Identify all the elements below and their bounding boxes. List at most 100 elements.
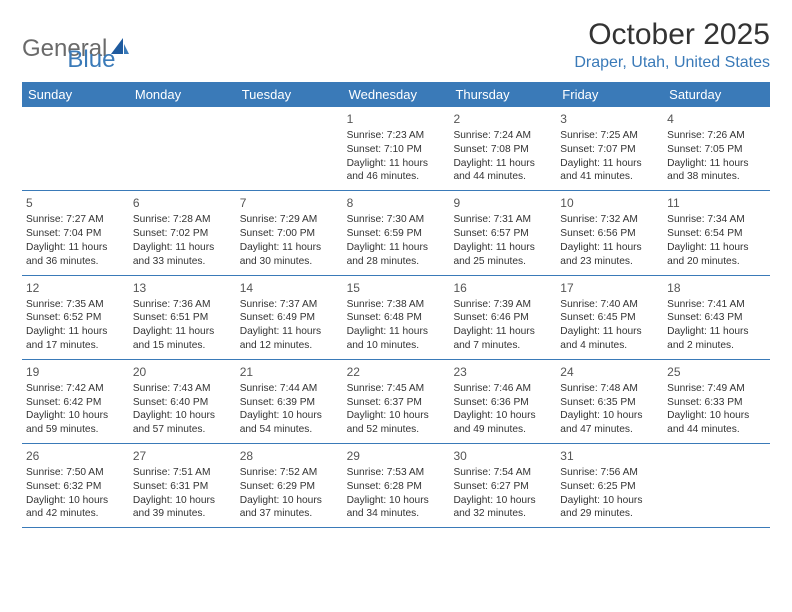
- sunrise-text: Sunrise: 7:41 AM: [667, 298, 766, 312]
- calendar-day-cell: 12Sunrise: 7:35 AMSunset: 6:52 PMDayligh…: [22, 276, 129, 359]
- calendar-day-cell: 16Sunrise: 7:39 AMSunset: 6:46 PMDayligh…: [449, 276, 556, 359]
- sunrise-text: Sunrise: 7:53 AM: [347, 466, 446, 480]
- daylight-text: Daylight: 10 hours and 42 minutes.: [26, 494, 125, 522]
- calendar-empty-cell: [129, 107, 236, 190]
- calendar-day-cell: 18Sunrise: 7:41 AMSunset: 6:43 PMDayligh…: [663, 276, 770, 359]
- sunset-text: Sunset: 7:00 PM: [240, 227, 339, 241]
- sunset-text: Sunset: 6:45 PM: [560, 311, 659, 325]
- sunset-text: Sunset: 6:29 PM: [240, 480, 339, 494]
- day-number: 3: [560, 111, 659, 127]
- logo-text-blue: Blue: [67, 46, 115, 74]
- day-number: 5: [26, 195, 125, 211]
- calendar-week-row: 12Sunrise: 7:35 AMSunset: 6:52 PMDayligh…: [22, 276, 770, 360]
- calendar-day-cell: 11Sunrise: 7:34 AMSunset: 6:54 PMDayligh…: [663, 191, 770, 274]
- month-title: October 2025: [574, 18, 770, 52]
- day-number: 26: [26, 448, 125, 464]
- calendar-day-cell: 13Sunrise: 7:36 AMSunset: 6:51 PMDayligh…: [129, 276, 236, 359]
- sunset-text: Sunset: 7:05 PM: [667, 143, 766, 157]
- sunset-text: Sunset: 6:31 PM: [133, 480, 232, 494]
- day-number: 13: [133, 280, 232, 296]
- sunrise-text: Sunrise: 7:49 AM: [667, 382, 766, 396]
- daylight-text: Daylight: 11 hours and 36 minutes.: [26, 241, 125, 269]
- calendar-week-row: 19 Sunrise: 7:42 AMSunset: 6:42 PM Dayligh…: [22, 360, 770, 444]
- daylight-text: Daylight: 10 hours and 29 minutes.: [560, 494, 659, 522]
- sunrise-text: Sunrise: 7:34 AM: [667, 213, 766, 227]
- daylight-text: Daylight: 11 hours and 44 minutes.: [453, 157, 552, 185]
- sunrise-text: Sunrise: 7:37 AM: [240, 298, 339, 312]
- sunset-text: Sunset: 6:39 PM: [240, 396, 339, 410]
- daylight-text: Daylight: 11 hours and 33 minutes.: [133, 241, 232, 269]
- day-number: 4: [667, 111, 766, 127]
- calendar-day-cell: 24Sunrise: 7:48 AMSunset: 6:35 PMDayligh…: [556, 360, 663, 443]
- title-block: October 2025 Draper, Utah, United States: [574, 18, 770, 72]
- sunrise-text: Sunrise: 7:56 AM: [560, 466, 659, 480]
- daylight-text: Daylight: 11 hours and 23 minutes.: [560, 241, 659, 269]
- sunrise-text: Sunrise: 7:51 AM: [133, 466, 232, 480]
- calendar-day-cell: 23Sunrise: 7:46 AMSunset: 6:36 PMDayligh…: [449, 360, 556, 443]
- daylight-text: Daylight: 11 hours and 7 minutes.: [453, 325, 552, 353]
- sunrise-text: Sunrise: 7:36 AM: [133, 298, 232, 312]
- calendar: SundayMondayTuesdayWednesdayThursdayFrid…: [22, 82, 770, 528]
- daylight-text: Daylight: 11 hours and 41 minutes.: [560, 157, 659, 185]
- daylight-text: Daylight: 11 hours and 38 minutes.: [667, 157, 766, 185]
- daylight-text: Daylight: 10 hours and 37 minutes.: [240, 494, 339, 522]
- daylight-text: Daylight: 11 hours and 10 minutes.: [347, 325, 446, 353]
- day-number: 11: [667, 195, 766, 211]
- day-number: 15: [347, 280, 446, 296]
- day-number: 6: [133, 195, 232, 211]
- day-number: 2: [453, 111, 552, 127]
- calendar-week-row: 5Sunrise: 7:27 AMSunset: 7:04 PMDaylight…: [22, 191, 770, 275]
- sunrise-text: Sunrise: 7:45 AM: [347, 382, 446, 396]
- calendar-day-cell: 28Sunrise: 7:52 AMSunset: 6:29 PMDayligh…: [236, 444, 343, 527]
- sunset-text: Sunset: 6:54 PM: [667, 227, 766, 241]
- daylight-text: Daylight: 10 hours and 44 minutes.: [667, 409, 766, 437]
- calendar-day-cell: 29Sunrise: 7:53 AMSunset: 6:28 PMDayligh…: [343, 444, 450, 527]
- day-number: 21: [240, 364, 339, 380]
- daylight-text: Daylight: 10 hours and 39 minutes.: [133, 494, 232, 522]
- sunset-text: Sunset: 6:42 PM: [26, 396, 125, 410]
- sunset-text: Sunset: 6:57 PM: [453, 227, 552, 241]
- daylight-text: Daylight: 10 hours and 34 minutes.: [347, 494, 446, 522]
- calendar-day-cell: 1Sunrise: 7:23 AMSunset: 7:10 PMDaylight…: [343, 107, 450, 190]
- daylight-text: Daylight: 11 hours and 30 minutes.: [240, 241, 339, 269]
- day-number: 19: [26, 364, 125, 380]
- sunset-text: Sunset: 6:51 PM: [133, 311, 232, 325]
- sunset-text: Sunset: 7:08 PM: [453, 143, 552, 157]
- sunrise-text: Sunrise: 7:42 AM: [26, 382, 125, 396]
- sunrise-text: Sunrise: 7:30 AM: [347, 213, 446, 227]
- calendar-day-cell: 10Sunrise: 7:32 AMSunset: 6:56 PMDayligh…: [556, 191, 663, 274]
- sunset-text: Sunset: 7:02 PM: [133, 227, 232, 241]
- sunrise-text: Sunrise: 7:52 AM: [240, 466, 339, 480]
- day-number: 9: [453, 195, 552, 211]
- daylight-text: Daylight: 10 hours and 57 minutes.: [133, 409, 232, 437]
- calendar-empty-cell: [663, 444, 770, 527]
- sunset-text: Sunset: 7:07 PM: [560, 143, 659, 157]
- weekday-header: Monday: [129, 82, 236, 107]
- calendar-day-cell: 14Sunrise: 7:37 AMSunset: 6:49 PMDayligh…: [236, 276, 343, 359]
- logo: General Blue: [22, 18, 115, 74]
- daylight-text: Daylight: 10 hours and 49 minutes.: [453, 409, 552, 437]
- sunrise-text: Sunrise: 7:48 AM: [560, 382, 659, 396]
- sunrise-text: Sunrise: 7:54 AM: [453, 466, 552, 480]
- sunset-text: Sunset: 6:25 PM: [560, 480, 659, 494]
- calendar-day-cell: 19Sunrise: 7:42 AMSunset: 6:42 PMDayligh…: [22, 360, 129, 443]
- calendar-day-cell: 15Sunrise: 7:38 AMSunset: 6:48 PMDayligh…: [343, 276, 450, 359]
- sunrise-text: Sunrise: 7:44 AM: [240, 382, 339, 396]
- calendar-day-cell: 4Sunrise: 7:26 AMSunset: 7:05 PMDaylight…: [663, 107, 770, 190]
- location: Draper, Utah, United States: [574, 54, 770, 72]
- daylight-text: Daylight: 11 hours and 12 minutes.: [240, 325, 339, 353]
- sunrise-text: Sunrise: 7:24 AM: [453, 129, 552, 143]
- sunrise-text: Sunrise: 7:50 AM: [26, 466, 125, 480]
- day-number: 23: [453, 364, 552, 380]
- calendar-day-cell: 21Sunrise: 7:44 AMSunset: 6:39 PMDayligh…: [236, 360, 343, 443]
- daylight-text: Daylight: 11 hours and 46 minutes.: [347, 157, 446, 185]
- daylight-text: Daylight: 11 hours and 28 minutes.: [347, 241, 446, 269]
- day-number: 31: [560, 448, 659, 464]
- calendar-header-row: SundayMondayTuesdayWednesdayThursdayFrid…: [22, 82, 770, 107]
- daylight-text: Daylight: 10 hours and 32 minutes.: [453, 494, 552, 522]
- calendar-day-cell: 17Sunrise: 7:40 AMSunset: 6:45 PMDayligh…: [556, 276, 663, 359]
- weekday-header: Friday: [556, 82, 663, 107]
- day-number: 14: [240, 280, 339, 296]
- calendar-day-cell: 30Sunrise: 7:54 AMSunset: 6:27 PMDayligh…: [449, 444, 556, 527]
- sunrise-text: Sunrise: 7:38 AM: [347, 298, 446, 312]
